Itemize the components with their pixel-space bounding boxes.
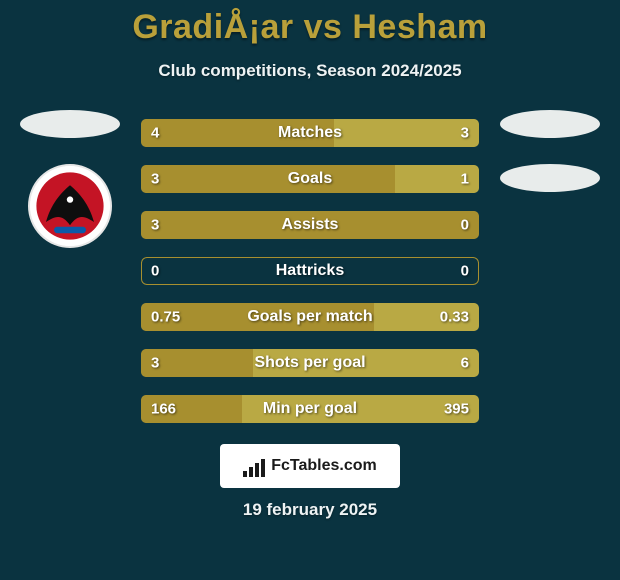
stat-row: 4Matches3 (140, 118, 480, 148)
right-player-club-oval (500, 164, 600, 192)
stat-left-bar (141, 165, 395, 193)
stat-right-bar (374, 303, 479, 331)
right-player-column (480, 110, 620, 218)
stat-left-bar (141, 211, 479, 239)
stat-track (141, 257, 479, 285)
club-badge-icon (30, 166, 110, 246)
stat-right-bar (242, 395, 479, 423)
date-text: 19 february 2025 (0, 500, 620, 520)
right-player-name-oval (500, 110, 600, 138)
stats-bars: 4Matches3 3Goals1 3Assists0 0Hattricks0 0.75… (140, 118, 480, 440)
stat-row: 0Hattricks0 (140, 256, 480, 286)
comparison-infographic: GradiÅ¡ar vs Hesham Club competitions, S… (0, 0, 620, 580)
stat-row: 166Min per goal395 (140, 394, 480, 424)
stat-left-bar (141, 119, 334, 147)
left-player-column (0, 110, 140, 248)
left-player-name-oval (20, 110, 120, 138)
stat-right-bar (395, 165, 480, 193)
stat-right-bar (253, 349, 479, 377)
stat-left-bar (141, 303, 374, 331)
stat-row: 0.75Goals per match0.33 (140, 302, 480, 332)
brand-badge: FcTables.com (220, 444, 400, 488)
brand-text: FcTables.com (271, 457, 377, 475)
stat-left-bar (141, 349, 253, 377)
left-player-club-badge (28, 164, 112, 248)
subtitle: Club competitions, Season 2024/2025 (0, 61, 620, 81)
stat-row: 3Shots per goal6 (140, 348, 480, 378)
stat-row: 3Goals1 (140, 164, 480, 194)
stat-left-bar (141, 395, 242, 423)
bar-chart-icon (243, 455, 265, 477)
stat-row: 3Assists0 (140, 210, 480, 240)
stat-right-bar (334, 119, 479, 147)
page-title: GradiÅ¡ar vs Hesham (0, 0, 620, 47)
